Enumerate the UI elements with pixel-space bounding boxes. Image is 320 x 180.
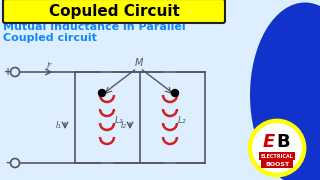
Text: Iᵀ: Iᵀ	[47, 62, 52, 71]
FancyBboxPatch shape	[3, 0, 225, 23]
Circle shape	[172, 89, 179, 96]
Circle shape	[99, 89, 106, 96]
Text: M: M	[134, 58, 143, 68]
Text: B: B	[276, 133, 290, 151]
FancyBboxPatch shape	[259, 152, 295, 160]
Text: ELECTRICAL: ELECTRICAL	[260, 154, 293, 159]
Circle shape	[252, 123, 302, 173]
Text: Mutual Inductance in Parallel: Mutual Inductance in Parallel	[3, 22, 186, 32]
Text: Copuled Circuit: Copuled Circuit	[49, 3, 180, 19]
Text: +: +	[4, 67, 12, 77]
Ellipse shape	[250, 3, 320, 180]
Text: L₂: L₂	[178, 116, 186, 125]
FancyBboxPatch shape	[261, 160, 293, 168]
Text: L₁: L₁	[115, 116, 123, 125]
Text: I₂: I₂	[121, 120, 127, 129]
Text: Coupled circuit: Coupled circuit	[3, 33, 97, 43]
Text: I₁: I₁	[56, 120, 62, 129]
Circle shape	[249, 120, 305, 176]
Text: -: -	[6, 158, 10, 168]
Text: E: E	[263, 133, 275, 151]
Text: BOOST: BOOST	[265, 161, 289, 166]
